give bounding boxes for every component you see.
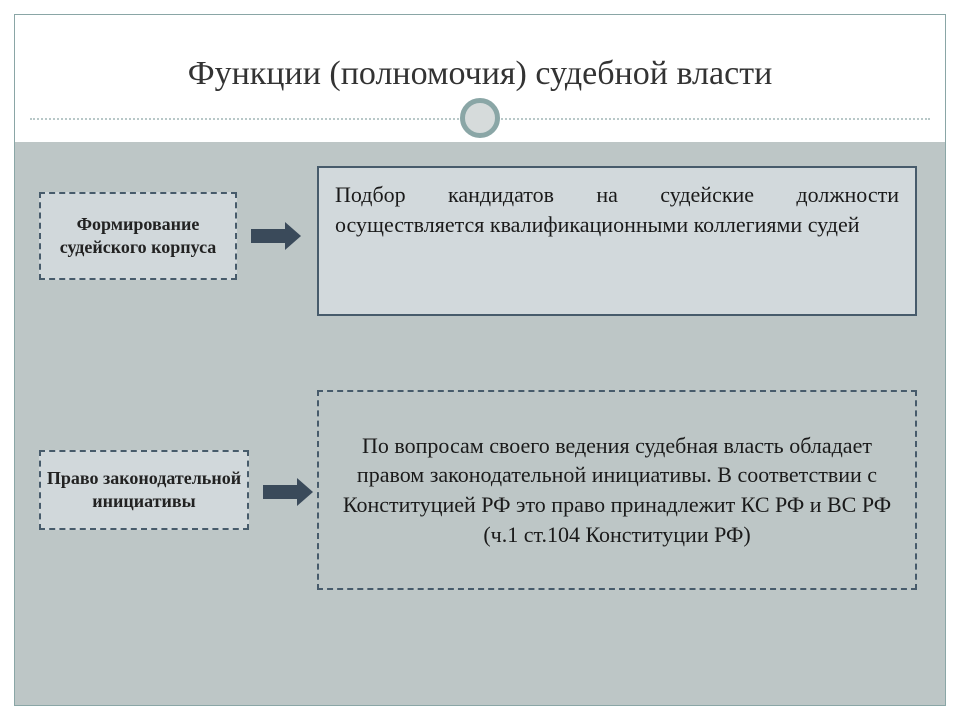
function-description-text: Подбор кандидатов на судейские должности… bbox=[335, 182, 899, 237]
function-description-box: Подбор кандидатов на судейские должности… bbox=[317, 166, 917, 316]
arrow-head bbox=[285, 222, 301, 250]
slide-title: Функции (полномочия) судебной власти bbox=[0, 55, 960, 93]
function-row: Право законодательной инициативы По вопр… bbox=[15, 382, 945, 602]
function-label-text: Право законодательной инициативы bbox=[45, 467, 243, 514]
content-panel: Формирование судейского корпуса Подбор к… bbox=[15, 142, 945, 705]
function-label-box: Право законодательной инициативы bbox=[39, 450, 249, 530]
arrow-stem bbox=[263, 485, 297, 499]
function-row: Формирование судейского корпуса Подбор к… bbox=[15, 166, 945, 316]
function-label-text: Формирование судейского корпуса bbox=[45, 213, 231, 260]
arrow-head bbox=[297, 478, 313, 506]
arrow-stem bbox=[251, 229, 285, 243]
arrow-icon bbox=[251, 222, 301, 250]
arrow-icon bbox=[263, 478, 313, 506]
function-label-box: Формирование судейского корпуса bbox=[39, 192, 237, 280]
function-description-text: По вопросам своего ведения судебная влас… bbox=[335, 431, 899, 550]
function-description-box: По вопросам своего ведения судебная влас… bbox=[317, 390, 917, 590]
divider-circle-ornament bbox=[460, 98, 500, 138]
